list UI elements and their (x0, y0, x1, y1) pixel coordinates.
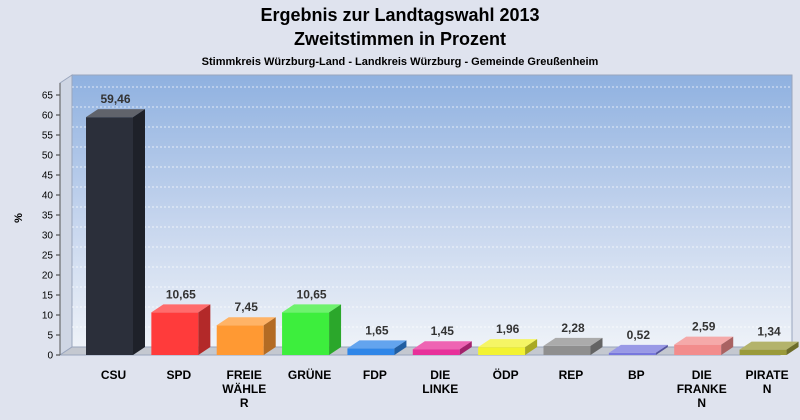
bar-side (721, 336, 734, 355)
bar-side (525, 339, 538, 355)
bar (739, 349, 787, 355)
data-label: 2,59 (692, 320, 716, 334)
plot-area: 0 5 10 15 20 25 30 35 40 45 50 55 60 65 59,46 CSU 10,65 S… (42, 74, 799, 410)
bar-side (459, 341, 472, 355)
x-tick-label: DIE FRANKE N (677, 368, 727, 410)
bar (86, 117, 133, 355)
bar-group (543, 337, 603, 355)
bar (543, 345, 591, 355)
data-label: 1,45 (431, 324, 455, 338)
x-tick-label: ÖDP (493, 367, 519, 382)
bar (608, 352, 656, 355)
bar-top (478, 339, 538, 348)
data-label: 59,46 (100, 92, 130, 106)
data-label: 0,52 (627, 328, 651, 342)
y-tick-label: 40 (42, 191, 54, 202)
data-label: 7,45 (235, 300, 259, 314)
bar (478, 347, 526, 355)
bar-top (151, 304, 211, 313)
bar-group (347, 340, 407, 355)
y-tick-label: 60 (42, 111, 54, 122)
bar-top (216, 317, 276, 326)
data-label: 1,96 (496, 322, 520, 336)
y-tick-label: 50 (42, 151, 54, 162)
y-axis-label: % (13, 213, 25, 223)
bar-top (412, 341, 472, 350)
x-tick-label: PIRATE N (746, 368, 789, 396)
bar-group (608, 344, 668, 355)
y-tick-label: 30 (42, 231, 54, 242)
bar-side (133, 109, 145, 355)
bar-top (86, 109, 145, 118)
bar-group (86, 109, 145, 355)
x-tick-label: DIE LINKE (422, 368, 458, 396)
bar-side (198, 304, 211, 355)
y-tick-label: 25 (42, 251, 54, 262)
y-tick-label: 45 (42, 171, 54, 182)
x-tick-label: GRÜNE (288, 367, 331, 382)
bar-group (478, 339, 538, 355)
bar (282, 312, 330, 355)
x-tick-label: BP (628, 368, 645, 382)
data-label: 10,65 (166, 287, 196, 301)
y-tick-label: 20 (42, 271, 54, 282)
data-label: 10,65 (297, 287, 327, 301)
bar (216, 325, 264, 355)
plot-background (71, 74, 793, 348)
x-tick-label: SPD (167, 368, 192, 382)
bar-side (394, 340, 407, 355)
data-label: 1,34 (757, 325, 781, 339)
bar-side (263, 317, 276, 355)
y-tick-label: 5 (47, 331, 53, 342)
x-tick-label: CSU (101, 368, 126, 382)
y-tick-label: 0 (47, 351, 53, 362)
bar-top (543, 337, 603, 346)
y-tick-label: 15 (42, 291, 54, 302)
y-tick-label: 10 (42, 311, 54, 322)
data-label: 1,65 (365, 323, 389, 337)
bar (151, 312, 199, 355)
bar-group (674, 336, 734, 355)
bar (674, 344, 722, 355)
bar (412, 349, 460, 355)
chart-title: Ergebnis zur Landtagswahl 2013 (260, 5, 539, 25)
x-tick-label: FREIE WÄHLE R (222, 368, 266, 410)
bar-top (674, 336, 734, 345)
bar-group (412, 341, 472, 355)
data-label: 2,28 (561, 321, 585, 335)
bar-top (282, 304, 342, 313)
bar-top (347, 340, 407, 349)
bar-side (329, 304, 342, 355)
bar-side (786, 341, 799, 355)
bar-group (216, 317, 276, 355)
x-tick-label: REP (559, 368, 584, 382)
x-tick-label: FDP (363, 368, 387, 382)
plot-side-wall (59, 74, 73, 356)
y-tick-label: 65 (42, 91, 54, 102)
bar-top (739, 341, 799, 350)
bar-top (608, 344, 668, 353)
bar-side (590, 337, 603, 355)
bar-group (739, 341, 799, 355)
bar (347, 348, 395, 355)
chart-location: Stimmkreis Würzburg-Land - Landkreis Wür… (202, 56, 599, 68)
bar-side (655, 344, 668, 355)
y-tick-label: 35 (42, 211, 54, 222)
chart-subtitle: Zweitstimmen in Prozent (294, 29, 506, 49)
bar-group (282, 304, 342, 355)
bar-group (151, 304, 211, 355)
y-tick-label: 55 (42, 131, 54, 142)
